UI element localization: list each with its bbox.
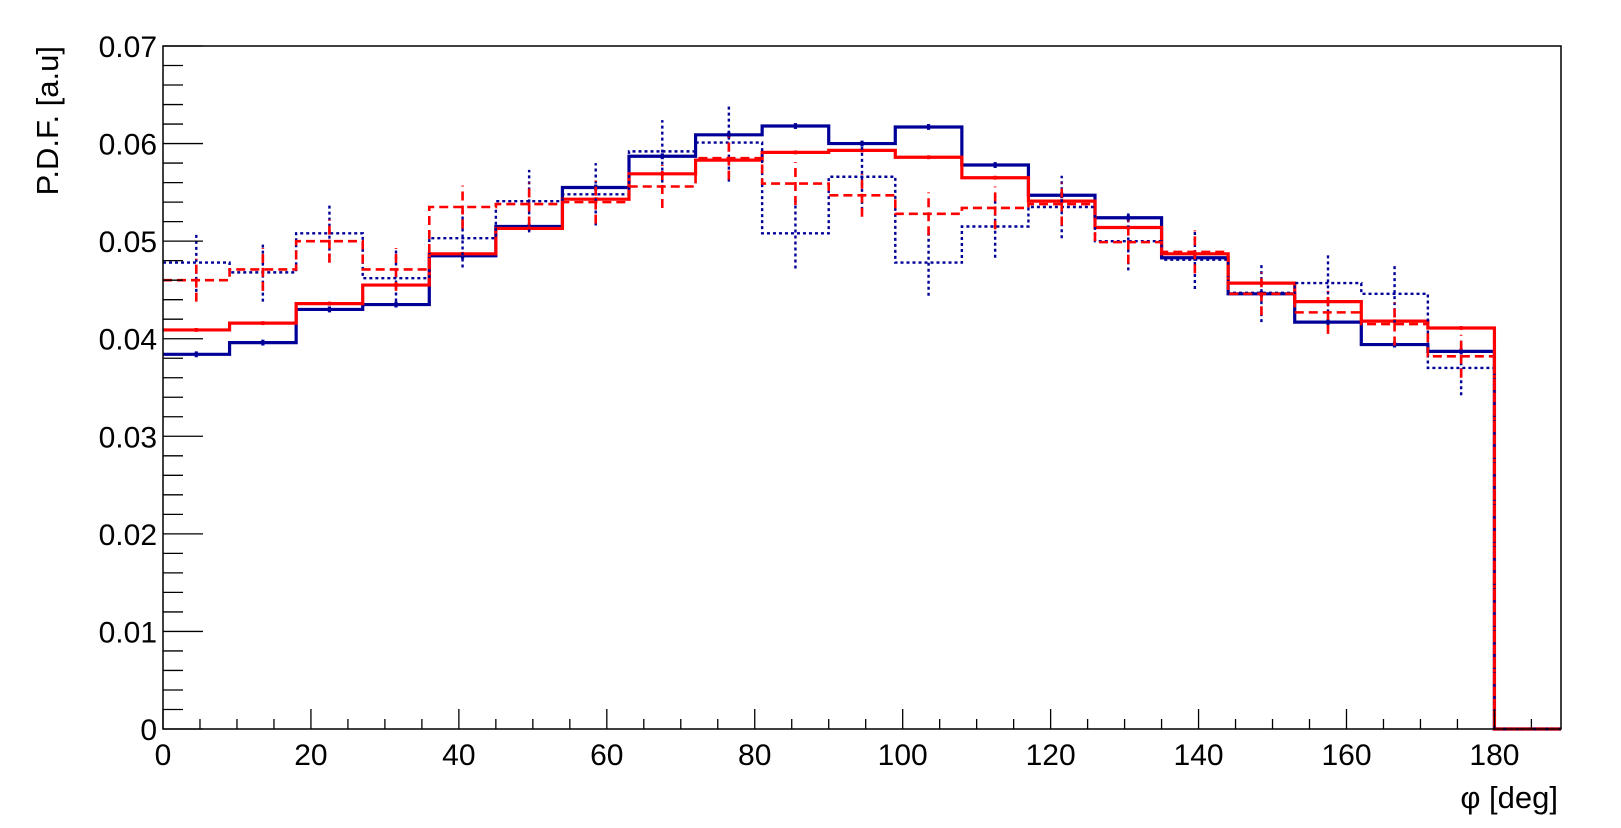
x-tick-label: 0 [155,739,172,772]
y-tick-label: 0.01 [99,616,157,649]
y-tick-label: 0.05 [99,226,157,259]
y-tick-label: 0.04 [99,324,157,357]
histogram-line [163,141,1561,731]
x-tick-label: 60 [590,739,623,772]
x-tick-label: 100 [878,739,928,772]
histogram-line [163,156,1561,731]
x-tick-label: 140 [1174,739,1224,772]
y-tick-label: 0.07 [99,31,157,64]
x-axis-title: φ [deg] [1460,780,1558,815]
y-tick-label: 0.06 [99,129,157,162]
y-tick-label: 0.03 [99,421,157,454]
y-tick-label: 0.02 [99,519,157,552]
x-tick-label: 120 [1026,739,1076,772]
plot-frame [162,45,1562,730]
x-tick-label: 180 [1469,739,1519,772]
histogram-line [163,148,1561,731]
series-red-dashed [163,136,1561,731]
axes-layer: 0 20 40 60 80 100 120 140 160 180 0 0.01 0.02 0.03 0.0… [99,31,1533,772]
x-tick-label: 160 [1321,739,1371,772]
x-tick-label: 80 [738,739,771,772]
x-tick-label: 20 [294,739,327,772]
y-axis-title: P.D.F. [a.u] [30,46,65,195]
histogram-series-layer [163,103,1561,731]
y-tick-label: 0 [140,714,157,747]
x-tick-label: 40 [442,739,475,772]
series-red-solid [163,148,1561,731]
